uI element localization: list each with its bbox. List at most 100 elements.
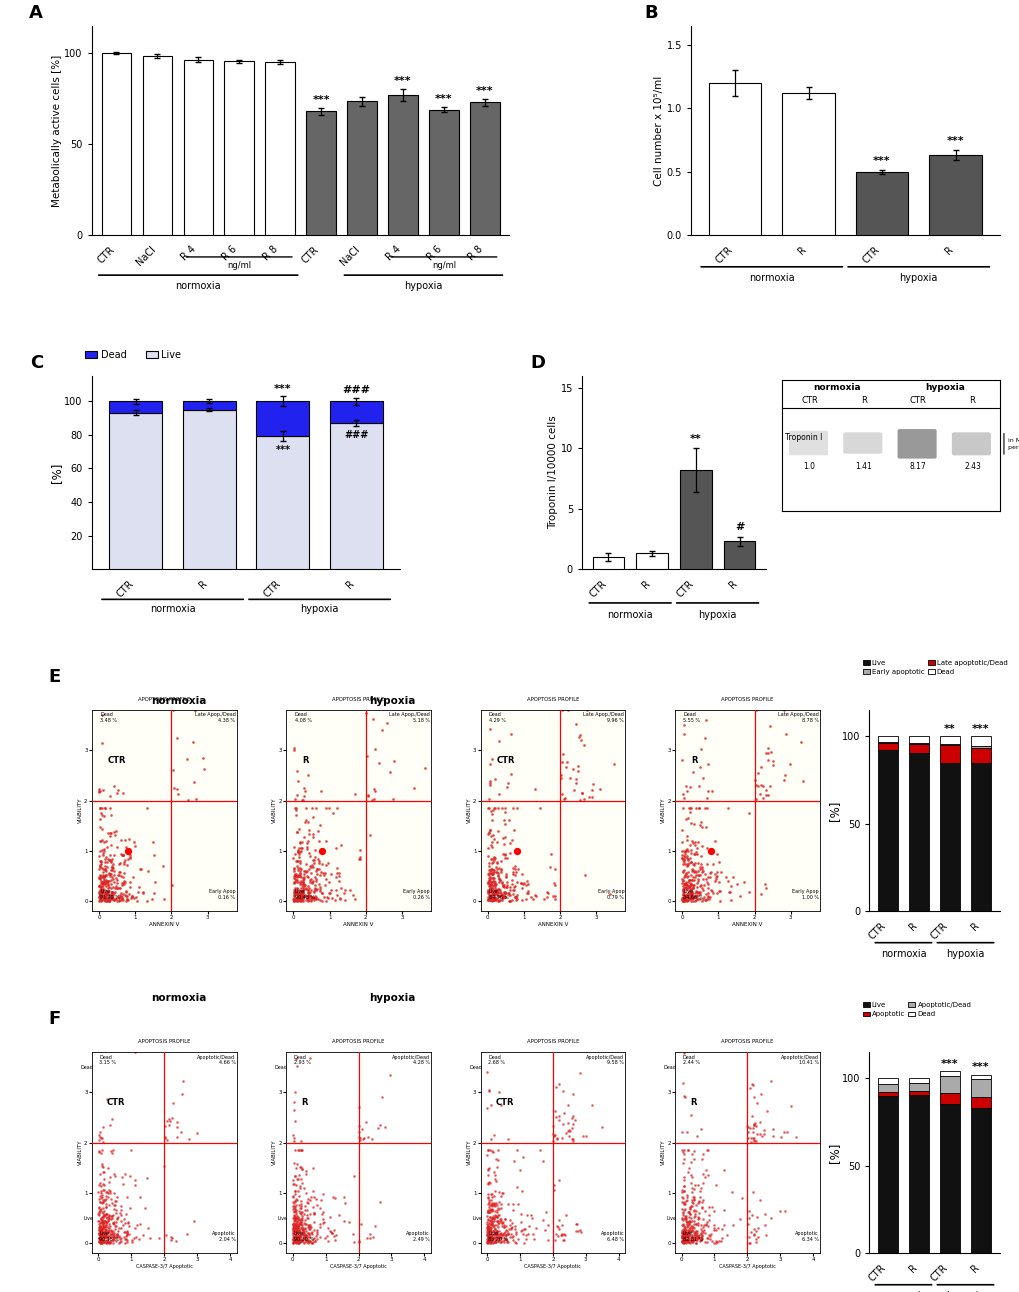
Point (93, 1230, 109, 1251)
Point (310, 858, 326, 879)
Point (482, 1183, 498, 1204)
Point (302, 1230, 318, 1251)
Point (286, 1173, 303, 1194)
Point (479, 1213, 495, 1234)
Point (676, 845, 692, 866)
Point (674, 1220, 690, 1240)
Point (100, 1222, 116, 1243)
Point (480, 875, 496, 895)
Point (677, 1224, 693, 1244)
Point (105, 1140, 121, 1160)
Point (91, 1231, 107, 1252)
Bar (224, 61, 254, 235)
Point (302, 872, 318, 893)
Point (700, 1204, 716, 1225)
Point (481, 1211, 497, 1231)
Point (324, 1224, 340, 1244)
Point (294, 882, 311, 903)
Point (291, 1198, 308, 1218)
Point (101, 1220, 117, 1240)
Point (681, 876, 697, 897)
Point (298, 862, 314, 882)
Point (315, 1183, 331, 1204)
Point (479, 882, 495, 903)
Point (776, 1200, 793, 1221)
Point (489, 880, 505, 901)
Point (95, 1198, 111, 1218)
Point (342, 880, 359, 901)
Text: hypoxia: hypoxia (404, 280, 442, 291)
Point (290, 1195, 307, 1216)
Point (296, 1178, 312, 1199)
Point (288, 1220, 305, 1240)
Point (481, 1080, 497, 1101)
Point (694, 1143, 710, 1164)
Point (100, 1186, 116, 1207)
Point (492, 884, 508, 904)
Point (681, 876, 697, 897)
Point (93, 866, 109, 886)
Point (287, 1231, 304, 1252)
Point (687, 1222, 703, 1243)
Point (296, 1233, 312, 1253)
Point (674, 1181, 690, 1202)
Point (679, 1224, 695, 1244)
Point (683, 1227, 699, 1248)
Point (98, 857, 114, 877)
Point (693, 1149, 709, 1169)
Point (284, 1225, 301, 1245)
Point (556, 787, 573, 808)
Point (385, 751, 401, 771)
Point (479, 1224, 495, 1244)
Point (677, 1224, 693, 1244)
Point (676, 888, 692, 908)
Point (293, 1217, 310, 1238)
Point (678, 1225, 694, 1245)
Point (91, 1227, 107, 1248)
Point (678, 890, 694, 911)
Point (292, 1191, 309, 1212)
Point (300, 1226, 316, 1247)
Point (92, 867, 108, 888)
Point (93, 1142, 109, 1163)
Point (503, 1213, 520, 1234)
Point (94, 858, 110, 879)
Point (91, 859, 107, 880)
Point (675, 862, 691, 882)
Point (681, 797, 697, 818)
Point (105, 1213, 121, 1234)
Point (92, 890, 108, 911)
Point (693, 859, 709, 880)
Point (288, 867, 305, 888)
Point (302, 1214, 318, 1235)
Point (303, 886, 319, 907)
Point (289, 889, 306, 910)
Point (489, 1204, 505, 1225)
Point (301, 1230, 317, 1251)
Point (308, 1226, 324, 1247)
Point (94, 1212, 110, 1233)
Point (92, 868, 108, 889)
Point (682, 1211, 698, 1231)
Point (286, 1140, 303, 1160)
Point (96, 889, 112, 910)
Point (294, 886, 311, 907)
Y-axis label: VIABILITY: VIABILITY (77, 1140, 83, 1165)
Point (92, 1216, 108, 1236)
Point (698, 788, 714, 809)
Point (491, 870, 507, 890)
Point (298, 877, 314, 898)
Point (96, 871, 112, 891)
Point (297, 1225, 313, 1245)
Point (294, 873, 311, 894)
Point (112, 1218, 128, 1239)
Point (747, 1115, 763, 1136)
Y-axis label: [%]: [%] (826, 1142, 840, 1163)
Point (546, 1101, 562, 1121)
Point (707, 867, 723, 888)
Point (119, 1221, 136, 1242)
Point (504, 862, 521, 882)
Point (97, 859, 113, 880)
Point (293, 1173, 310, 1194)
Point (324, 1187, 340, 1208)
